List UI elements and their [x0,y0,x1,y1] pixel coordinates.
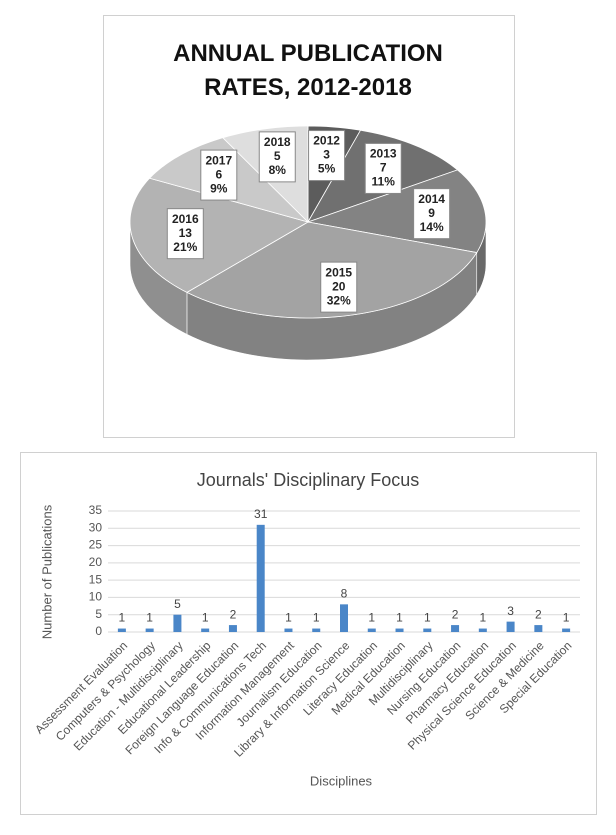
data-label: 8 [341,587,348,601]
data-label-box [320,261,358,313]
bar [534,625,543,632]
data-label: 1 [563,611,570,625]
data-label-percent: 9% [210,181,228,195]
data-label: 1 [368,611,375,625]
bar [562,628,571,632]
data-label: 2 [535,607,542,621]
bar [312,628,321,632]
data-label-value: 7 [380,161,387,175]
data-label-percent: 21% [173,240,197,254]
bar [228,625,237,632]
data-label-category: 2014 [418,192,445,206]
pie-slice [129,177,310,293]
data-label: 3 [507,604,514,618]
data-label-category: 2013 [370,147,397,161]
y-tick-label: 30 [89,520,103,534]
data-label-percent: 32% [327,293,351,307]
bar [451,625,460,632]
data-label: 1 [479,611,486,625]
data-label-percent: 8% [269,163,287,177]
data-label: 1 [313,611,320,625]
data-label: 2 [230,607,237,621]
data-label-box [258,131,296,183]
data-label: 2 [452,607,459,621]
data-label-box [308,130,346,182]
data-label-value: 13 [179,226,193,240]
y-axis-label: Number of Publications [39,504,54,639]
data-label: 1 [119,611,126,625]
bar-chart-frame [20,452,597,815]
data-label-box [413,188,451,240]
data-label: 1 [424,611,431,625]
bar [478,628,487,632]
data-label-percent: 14% [420,220,444,234]
data-label-percent: 5% [318,162,336,176]
bar [340,604,348,632]
data-label-percent: 11% [372,175,396,189]
y-tick-label: 0 [95,624,102,638]
data-label: 1 [396,611,403,625]
data-label-category: 2018 [264,135,291,149]
data-label: 1 [202,611,209,625]
data-label-value: 3 [323,148,330,162]
data-label: 1 [146,611,153,625]
x-axis-label: Disciplines [310,773,373,788]
data-label-category: 2015 [325,265,352,279]
bar [201,628,210,632]
bar [145,628,154,632]
data-label: 1 [285,611,292,625]
y-tick-label: 25 [89,538,103,552]
data-label-value: 9 [428,206,435,220]
data-label-category: 2016 [172,212,199,226]
bar [256,524,265,632]
data-label: 31 [254,507,268,521]
data-label-value: 5 [274,149,281,163]
y-tick-label: 15 [89,572,103,586]
y-tick-label: 10 [89,590,103,604]
bar [284,628,293,632]
data-label-box [166,208,204,260]
data-label-category: 2012 [313,134,340,148]
bar [395,628,404,632]
data-label-box [200,149,238,201]
data-label-category: 2017 [205,153,232,167]
bar [173,614,182,632]
bar [117,628,126,632]
bar [423,628,432,632]
bar [367,628,376,632]
y-tick-label: 5 [95,607,102,621]
data-label-value: 20 [332,279,346,293]
y-tick-label: 20 [89,555,103,569]
y-tick-label: 35 [89,503,103,517]
chart-title: ANNUAL PUBLICATION RATES, 2012-2018 [173,40,443,101]
data-label: 5 [174,597,181,611]
data-label-value: 6 [215,167,222,181]
data-label-box [364,142,402,194]
chart-title: Journals' Disciplinary Focus [197,470,420,490]
bar [506,621,515,632]
